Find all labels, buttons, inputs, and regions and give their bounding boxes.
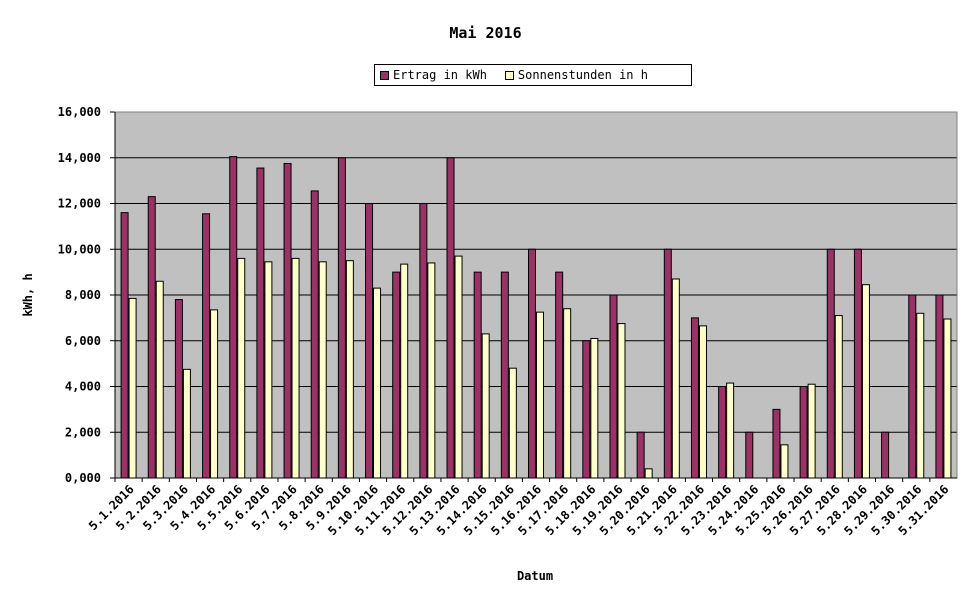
bar-ertrag [799,386,808,479]
bar-ertrag [229,156,238,479]
y-tick-label: 12,000 [58,197,101,211]
bar-sonnenstunden [726,382,735,479]
legend: Ertrag in kWh Sonnenstunden in h [374,64,692,86]
bar-ertrag [609,294,618,479]
bar-ertrag [908,294,917,479]
bar-sonnenstunden [617,323,626,479]
bar-ertrag [174,299,183,479]
bar-ertrag [663,248,672,479]
bar-ertrag [555,271,564,479]
bar-sonnenstunden [481,333,490,479]
bar-ertrag [935,294,944,479]
bar-sonnenstunden [834,315,843,479]
bar-sonnenstunden [536,311,544,479]
bar-sonnenstunden [943,318,952,479]
bar-ertrag [636,431,645,479]
bar-ertrag [202,213,211,479]
bar-sonnenstunden [400,263,409,479]
bar-sonnenstunden [563,308,572,479]
bar-ertrag [446,157,455,479]
bar-sonnenstunden [508,367,517,479]
x-axis-label: Datum [516,569,554,583]
bar-ertrag [310,190,319,479]
legend-swatch-ertrag [380,70,389,80]
bar-sonnenstunden [291,257,300,479]
bar-sonnenstunden [861,284,870,479]
bar-sonnenstunden [318,261,327,479]
bar-ertrag [473,271,482,479]
bar-ertrag [772,408,781,479]
legend-item-ertrag: Ertrag in kWh [380,68,487,82]
bar-ertrag [419,203,428,479]
y-tick-label: 6,000 [65,334,101,348]
bar-sonnenstunden [427,262,436,479]
bar-sonnenstunden [155,280,164,479]
bar-ertrag [718,386,727,479]
bar-sonnenstunden [671,278,680,479]
bar-sonnenstunden [698,325,707,479]
y-tick-label: 14,000 [58,151,101,165]
legend-label-ertrag: Ertrag in kWh [393,68,487,82]
bar-ertrag [500,271,509,479]
legend-swatch-sonnenstunden [504,70,514,80]
bar-sonnenstunden [373,287,382,479]
bar-sonnenstunden [644,468,653,479]
bar-sonnenstunden [128,297,137,479]
bar-sonnenstunden [916,312,925,479]
bar-sonnenstunden [780,444,789,479]
bar-ertrag [582,340,591,479]
bar-sonnenstunden [590,337,599,479]
bar-ertrag [147,196,156,479]
bar-sonnenstunden [345,260,354,479]
bar-ertrag [120,212,129,479]
bar-ertrag [690,317,699,479]
bar-sonnenstunden [182,368,191,479]
chart-title: Mai 2016 [449,24,522,42]
bar-sonnenstunden [264,261,273,479]
legend-item-sonnenstunden: Sonnenstunden in h [504,68,648,82]
bar-ertrag [392,271,401,479]
bar-sonnenstunden [210,309,219,479]
y-tick-label: 8,000 [65,288,101,302]
y-tick-label: 2,000 [65,425,101,439]
bar-sonnenstunden [454,255,463,479]
bar-ertrag [826,248,835,479]
bar-sonnenstunden [237,257,246,479]
y-tick-label: 10,000 [58,242,101,256]
bar-ertrag [745,431,754,479]
bar-ertrag [337,157,346,479]
bar-ertrag [528,248,536,479]
bar-sonnenstunden [807,383,816,479]
bar-ertrag [256,167,265,479]
bar-ertrag [853,248,862,479]
bar-ertrag [365,203,374,479]
bar-ertrag [881,431,890,479]
legend-label-sonnenstunden: Sonnenstunden in h [517,68,648,82]
bar-ertrag [283,162,292,479]
y-tick-label: 0,000 [65,471,101,485]
y-tick-label: 16,000 [58,105,101,119]
y-tick-label: 4,000 [65,380,101,394]
